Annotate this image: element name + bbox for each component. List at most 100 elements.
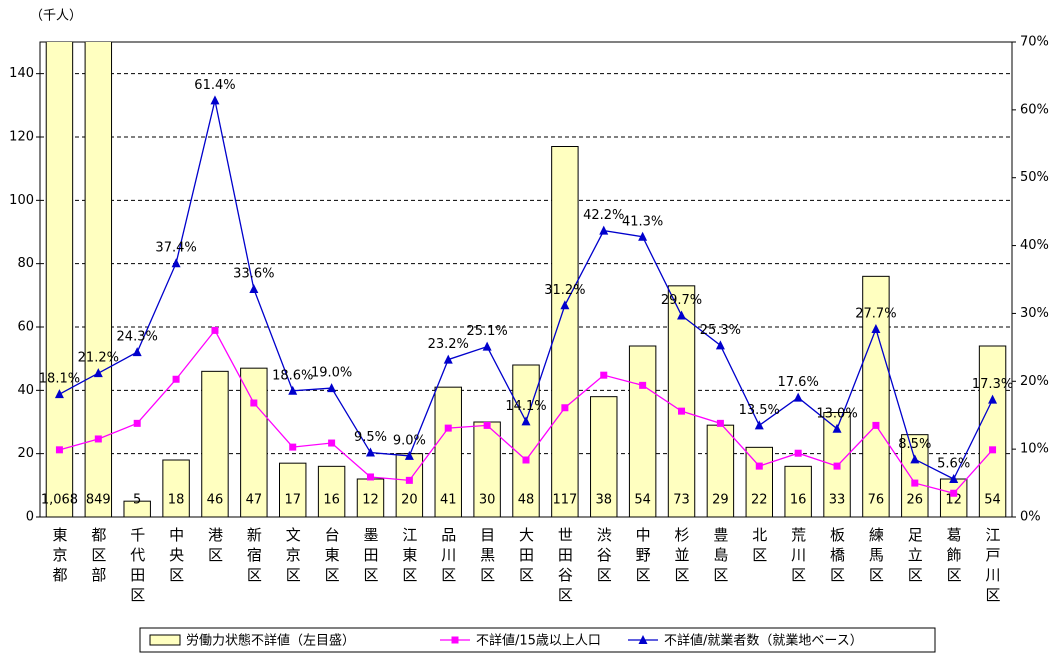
marker xyxy=(328,439,336,447)
bar-label: 17 xyxy=(284,493,301,508)
bar xyxy=(628,345,657,517)
bar-label: 22 xyxy=(751,493,768,508)
marker xyxy=(678,407,686,415)
y-tick-label: 100 xyxy=(9,193,34,208)
bar xyxy=(706,424,735,517)
legend-label: 不詳値/15歳以上人口 xyxy=(476,633,601,649)
bar-label: 54 xyxy=(634,493,651,508)
y2-tick-label: 30% xyxy=(1020,306,1049,321)
marker xyxy=(483,421,491,429)
bar xyxy=(901,434,929,517)
unit-label: （千人） xyxy=(30,9,82,24)
marker xyxy=(404,450,414,460)
data-label: 8.5% xyxy=(898,437,931,452)
marker xyxy=(793,392,803,402)
marker xyxy=(988,394,998,404)
y2-tick-label: 0% xyxy=(1020,510,1041,525)
bar-label: 16 xyxy=(790,493,807,508)
data-label: 31.2% xyxy=(544,283,585,298)
data-label: 18.1% xyxy=(39,372,80,387)
x-tick-label: 中央区 xyxy=(167,527,185,587)
marker xyxy=(249,284,259,293)
bar-label: 41 xyxy=(440,493,457,508)
bar xyxy=(784,465,812,517)
marker xyxy=(365,447,375,457)
y2-tick-label: 40% xyxy=(1020,238,1049,253)
marker xyxy=(55,446,63,454)
bar xyxy=(745,446,773,517)
bar-label: 26 xyxy=(907,493,924,508)
marker xyxy=(132,347,142,357)
marker xyxy=(93,368,103,378)
x-tick-label: 渋谷区 xyxy=(595,527,613,587)
bar-label: 12 xyxy=(945,493,962,508)
bar xyxy=(123,500,151,517)
y-tick-label: 40 xyxy=(17,383,34,398)
bar-label: 38 xyxy=(595,493,612,508)
x-tick-label: 杉並区 xyxy=(673,527,691,587)
data-label: 5.6% xyxy=(937,457,970,472)
marker xyxy=(599,225,609,235)
bar-label: 1,068 xyxy=(41,493,78,508)
marker xyxy=(560,300,570,310)
x-tick-label: 江戸川区 xyxy=(984,527,1002,607)
data-label: 25.3% xyxy=(700,323,741,338)
marker xyxy=(872,421,880,429)
bar-label: 48 xyxy=(518,493,535,508)
marker xyxy=(949,474,959,483)
marker xyxy=(94,435,102,443)
marker xyxy=(443,354,453,364)
marker xyxy=(910,454,920,464)
x-tick-label: 豊島区 xyxy=(711,527,729,587)
legend: 労働力状態不詳値（左目盛） 不詳値/15歳以上人口 不詳値/就業者数（就業地ベース） xyxy=(139,627,936,653)
bar-label: 47 xyxy=(246,493,263,508)
marker xyxy=(211,326,219,334)
bar xyxy=(862,275,890,517)
y2-tick-label: 60% xyxy=(1020,102,1049,117)
y2-tick-label: 70% xyxy=(1020,35,1049,50)
bar-label: 5 xyxy=(133,493,141,508)
marker xyxy=(950,489,958,497)
bar xyxy=(240,367,268,517)
marker xyxy=(482,341,492,351)
data-label: 29.7% xyxy=(661,293,702,308)
marker xyxy=(871,324,881,334)
bar-label: 29 xyxy=(712,493,729,508)
marker xyxy=(366,473,374,481)
marker xyxy=(210,95,220,105)
x-tick-label: 大田区 xyxy=(517,527,535,587)
bar xyxy=(434,386,462,517)
bar-label: 54 xyxy=(984,493,1001,508)
y-tick-label: 80 xyxy=(17,256,34,271)
x-tick-label: 板橋区 xyxy=(828,526,846,587)
bar-label: 76 xyxy=(868,493,885,508)
x-tick-label: 葛飾区 xyxy=(945,527,963,587)
marker xyxy=(754,420,764,430)
legend-box xyxy=(139,627,936,653)
y2-tick-label: 10% xyxy=(1020,442,1049,457)
legend-marker xyxy=(638,635,648,644)
y2-tick-label: 20% xyxy=(1020,374,1049,389)
bar-label: 849 xyxy=(86,493,111,508)
legend-label: 不詳値/就業者数（就業地ベース） xyxy=(664,633,863,649)
marker xyxy=(755,462,763,470)
data-label: 9.5% xyxy=(354,430,387,445)
x-tick-label: 荒川区 xyxy=(789,527,807,587)
marker xyxy=(561,404,569,412)
data-label: 42.2% xyxy=(583,208,624,223)
data-label: 13.0% xyxy=(816,406,857,421)
bar-label: 20 xyxy=(401,493,418,508)
x-tick-label: 都区部 xyxy=(89,527,107,587)
marker xyxy=(133,419,141,427)
bar-label: 30 xyxy=(479,493,496,508)
marker xyxy=(600,371,608,379)
x-tick-label: 目黒区 xyxy=(478,527,496,587)
marker xyxy=(794,449,802,457)
x-tick-label: 東京都 xyxy=(50,527,68,587)
x-tick-label: 中野区 xyxy=(634,527,652,587)
data-label: 23.2% xyxy=(428,337,469,352)
marker xyxy=(327,383,337,393)
bars xyxy=(45,42,1007,517)
data-label: 17.3% xyxy=(972,377,1013,392)
